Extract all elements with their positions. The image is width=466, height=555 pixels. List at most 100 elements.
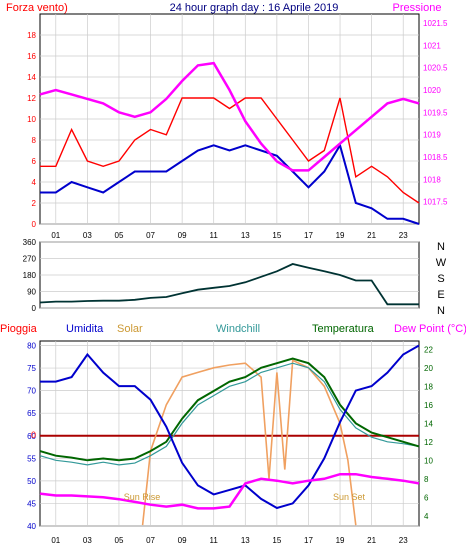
wind-speed-series-line xyxy=(40,142,420,225)
wind-y-tick-label: 8 xyxy=(32,136,37,145)
humidity-y-tick-label: 55 xyxy=(27,454,36,463)
x-tick-label: 19 xyxy=(336,231,345,240)
x-tick-label: 07 xyxy=(146,536,155,545)
x-tick-label: 15 xyxy=(272,536,281,545)
x-tick-label: 23 xyxy=(399,231,408,240)
direction-y-ticks: 0 90 180 270 360 xyxy=(23,238,37,313)
x-tick-label: 09 xyxy=(178,536,187,545)
pressure-y-tick-label: 1021.5 xyxy=(423,19,448,28)
x-tick-label: 05 xyxy=(115,231,124,240)
gust-series-line xyxy=(40,97,420,204)
compass-label: E xyxy=(437,289,444,301)
compass-label: W xyxy=(436,257,447,269)
wind-y-tick-label: 10 xyxy=(27,115,36,124)
x-tick-label: 23 xyxy=(399,536,408,545)
x-tick-label: 17 xyxy=(304,536,313,545)
wind-direction-series-line xyxy=(39,263,419,306)
x-tick-label: 09 xyxy=(178,231,187,240)
windchill-series-line xyxy=(39,362,420,466)
temperature-y-tick-label: 22 xyxy=(424,345,433,354)
temperature-y-tick-label: 10 xyxy=(424,456,433,465)
compass-label: S xyxy=(437,273,444,285)
x-tick-label: 17 xyxy=(304,231,313,240)
temperature-y-ticks: 4 6 8 10 12 14 16 18 20 22 xyxy=(424,345,433,521)
temperature-y-tick-label: 12 xyxy=(424,438,433,447)
direction-y-tick-label: 270 xyxy=(23,255,37,264)
wind-pressure-marks xyxy=(39,61,420,225)
direction-y-tick-label: 0 xyxy=(32,304,37,313)
temperature-y-tick-label: 8 xyxy=(424,475,429,484)
humidity-y-tick-label: 40 xyxy=(27,522,36,531)
x-tick-label: 07 xyxy=(146,231,155,240)
temp-humidity-grid xyxy=(40,341,419,527)
pressure-y-tick-label: 1017.5 xyxy=(423,198,448,207)
humidity-series-line xyxy=(40,344,420,510)
wind-pressure-grid xyxy=(40,14,419,225)
chart-title: 24 hour graph day : 16 Aprile 2019 xyxy=(170,2,339,14)
x-tick-label: 11 xyxy=(210,231,219,240)
x-tick-label: 01 xyxy=(51,231,60,240)
legend-entry: Umidita xyxy=(66,323,104,335)
legend-entry: Solar xyxy=(117,323,143,335)
x-tick-label: 03 xyxy=(83,231,92,240)
temperature-y-tick-label: 20 xyxy=(424,364,433,373)
x-tick-label: 11 xyxy=(210,536,219,545)
humidity-y-ticks: 40 45 50 55 60 65 70 75 80 xyxy=(27,342,36,531)
temperature-series-line xyxy=(39,357,420,462)
legend-entry: Dew Point (°C) xyxy=(394,323,466,335)
temperature-y-tick-label: 18 xyxy=(424,382,433,391)
temp-humidity-x-ticks: 01 03 05 07 09 11 13 15 17 19 21 23 xyxy=(51,536,408,545)
pressure-y-tick-label: 1021 xyxy=(423,41,441,50)
pressure-y-tick-label: 1020.5 xyxy=(423,64,448,73)
sun-rise-annotation: Sun Rise xyxy=(124,492,161,502)
pressure-y-tick-label: 1018 xyxy=(423,175,441,184)
humidity-y-tick-label: 75 xyxy=(27,364,36,373)
x-tick-label: 01 xyxy=(51,536,60,545)
x-tick-label: 21 xyxy=(367,231,376,240)
x-tick-label: 19 xyxy=(336,536,345,545)
pressure-y-ticks: 1017.5 1018 1018.5 1019 1019.5 1020 1020.5 1021… xyxy=(423,19,448,207)
x-tick-label: 13 xyxy=(241,536,250,545)
temp-humidity-marks xyxy=(39,344,420,526)
x-tick-label: 13 xyxy=(241,231,250,240)
pressure-series-line xyxy=(39,61,420,172)
temperature-y-tick-label: 16 xyxy=(424,401,433,410)
legend-entry: Temperatura xyxy=(312,323,375,335)
wind-y-tick-label: 2 xyxy=(32,199,37,208)
direction-y-tick-label: 180 xyxy=(23,271,37,280)
wind-y-tick-label: 16 xyxy=(27,52,36,61)
dew-point-series-line xyxy=(39,472,420,510)
pressure-y-tick-label: 1018.5 xyxy=(423,153,448,162)
wind-pressure-panel: Forza vento) 24 hour graph day : 16 Apri… xyxy=(6,2,448,240)
x-tick-label: 03 xyxy=(83,536,92,545)
wind-y-tick-label: 18 xyxy=(27,31,36,40)
direction-y-tick-label: 360 xyxy=(23,238,37,247)
x-tick-label: 05 xyxy=(115,536,124,545)
humidity-y-tick-label: 80 xyxy=(27,342,36,351)
wind-axis-label: Forza vento) xyxy=(6,2,68,14)
sun-set-annotation: Sun Set xyxy=(333,492,366,502)
pressure-axis-label: Pressione xyxy=(393,2,442,14)
legend-entry: Pioggia xyxy=(0,323,38,335)
x-tick-label: 21 xyxy=(367,536,376,545)
temperature-y-tick-label: 6 xyxy=(424,493,429,502)
direction-y-tick-label: 90 xyxy=(27,288,36,297)
pressure-y-tick-label: 1019 xyxy=(423,131,441,140)
humidity-y-tick-label: 65 xyxy=(27,409,36,418)
humidity-y-tick-label: 70 xyxy=(27,387,36,396)
temp-humidity-legend: Pioggia Umidita Solar Windchill Temperatura D… xyxy=(0,323,466,335)
wind-y-tick-label: 6 xyxy=(32,157,37,166)
wind-y-tick-label: 4 xyxy=(32,178,37,187)
wind-direction-grid xyxy=(40,241,419,309)
wind-y-tick-label: 0 xyxy=(32,220,37,229)
temperature-y-tick-label: 14 xyxy=(424,419,433,428)
humidity-y-tick-label: 45 xyxy=(27,499,36,508)
temp-humidity-panel: Pioggia Umidita Solar Windchill Temperatura D… xyxy=(0,323,466,545)
pressure-y-tick-label: 1020 xyxy=(423,86,441,95)
wind-y-ticks: 0 2 4 6 8 10 12 14 16 18 xyxy=(27,31,36,229)
humidity-y-tick-label: 50 xyxy=(27,477,36,486)
humidity-y-tick-label: 60 xyxy=(27,432,36,441)
